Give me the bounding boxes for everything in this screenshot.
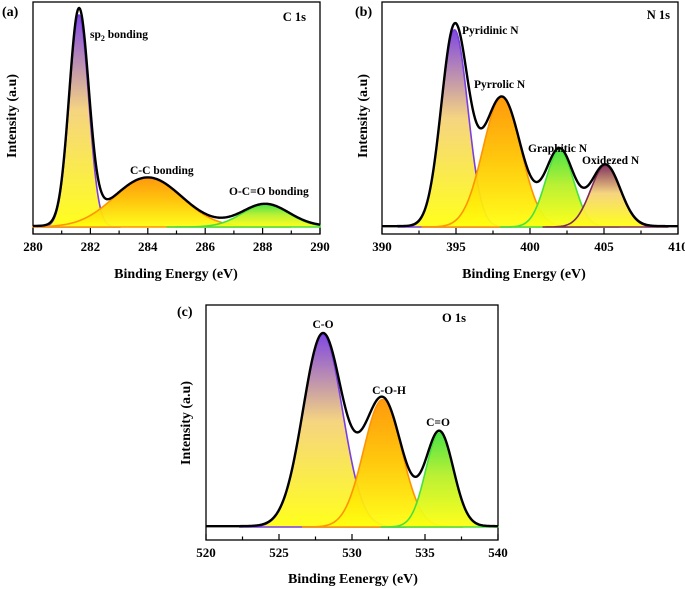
panel-c1s: (a) 280 282 284 286 288 290 Binding Energy (e…	[2, 1, 330, 282]
x-tick-label: 286	[195, 239, 215, 254]
x-axis-title-o1s: Binding Eenergy (eV)	[288, 572, 418, 587]
panel-tag-b: (b)	[355, 5, 372, 20]
peak-label-sp2: sp2 bonding	[90, 29, 148, 43]
peak-label-co: C-O	[312, 319, 333, 331]
envelope-line	[32, 6, 321, 228]
peak-label-coh: C-O-H	[372, 385, 406, 397]
x-tick-label: 535	[415, 545, 435, 560]
x-axis-title-n1s: Binding Energy (eV)	[462, 267, 586, 282]
x-tick-label: 284	[138, 239, 158, 254]
spectrum-title-c1s: C 1s	[283, 10, 306, 24]
peak-label-cc: C-C bonding	[130, 165, 194, 177]
plot-area-n1s: 390 395 400 405 410	[372, 1, 685, 254]
peak-label-graphitic: Graphitic N	[528, 143, 588, 155]
peak-label-oco: O-C=O bonding	[229, 186, 309, 198]
x-tick-label: 280	[23, 239, 43, 254]
peak-label-oxidezed: Oxidezed N	[582, 155, 640, 167]
x-tick-label: 288	[253, 239, 273, 254]
x-tick-label: 520	[196, 545, 216, 560]
x-tick-label: 395	[446, 239, 466, 254]
plot-area-c1s: 280 282 284 286 288 290	[23, 1, 330, 254]
panel-tag-c: (c)	[177, 305, 193, 320]
spectrum-title-n1s: N 1s	[647, 8, 670, 22]
envelope-line	[205, 331, 499, 528]
y-axis-title-o1s: Intensity (a.u)	[179, 381, 194, 465]
spectrum-title-o1s: O 1s	[442, 311, 466, 325]
x-tick-label: 525	[269, 545, 289, 560]
panel-n1s: (b) 390 395 400 405 410 Binding Energy (eV) …	[355, 1, 685, 282]
y-axis-title-n1s: Intensity (a.u)	[356, 74, 371, 158]
x-tick-label: 405	[594, 239, 614, 254]
peak-label-pyridinic: Pyridinic N	[462, 25, 519, 37]
x-axis-title-c1s: Binding Energy (eV)	[114, 267, 238, 282]
peak-label-pyrrolic: Pyrrolic N	[474, 79, 526, 91]
plot-area-o1s: 520 525 530 535 540	[196, 304, 508, 560]
x-tick-label: 282	[81, 239, 101, 254]
x-tick-label: 400	[520, 239, 540, 254]
x-tick-label: 530	[342, 545, 362, 560]
x-tick-label: 410	[668, 239, 685, 254]
y-axis-title-c1s: Intensity (a.u)	[5, 74, 20, 158]
x-tick-label: 390	[372, 239, 392, 254]
x-tick-label: 290	[310, 239, 330, 254]
envelope-line	[381, 21, 679, 228]
panel-o1s: (c) 520 525 530 535 540 Binding Eenergy (eV)…	[177, 304, 508, 587]
peak-label-c-double-o: C=O	[426, 417, 450, 429]
peak-fill-1	[37, 14, 121, 228]
panel-tag-a: (a)	[2, 5, 19, 20]
x-tick-label: 540	[488, 545, 508, 560]
